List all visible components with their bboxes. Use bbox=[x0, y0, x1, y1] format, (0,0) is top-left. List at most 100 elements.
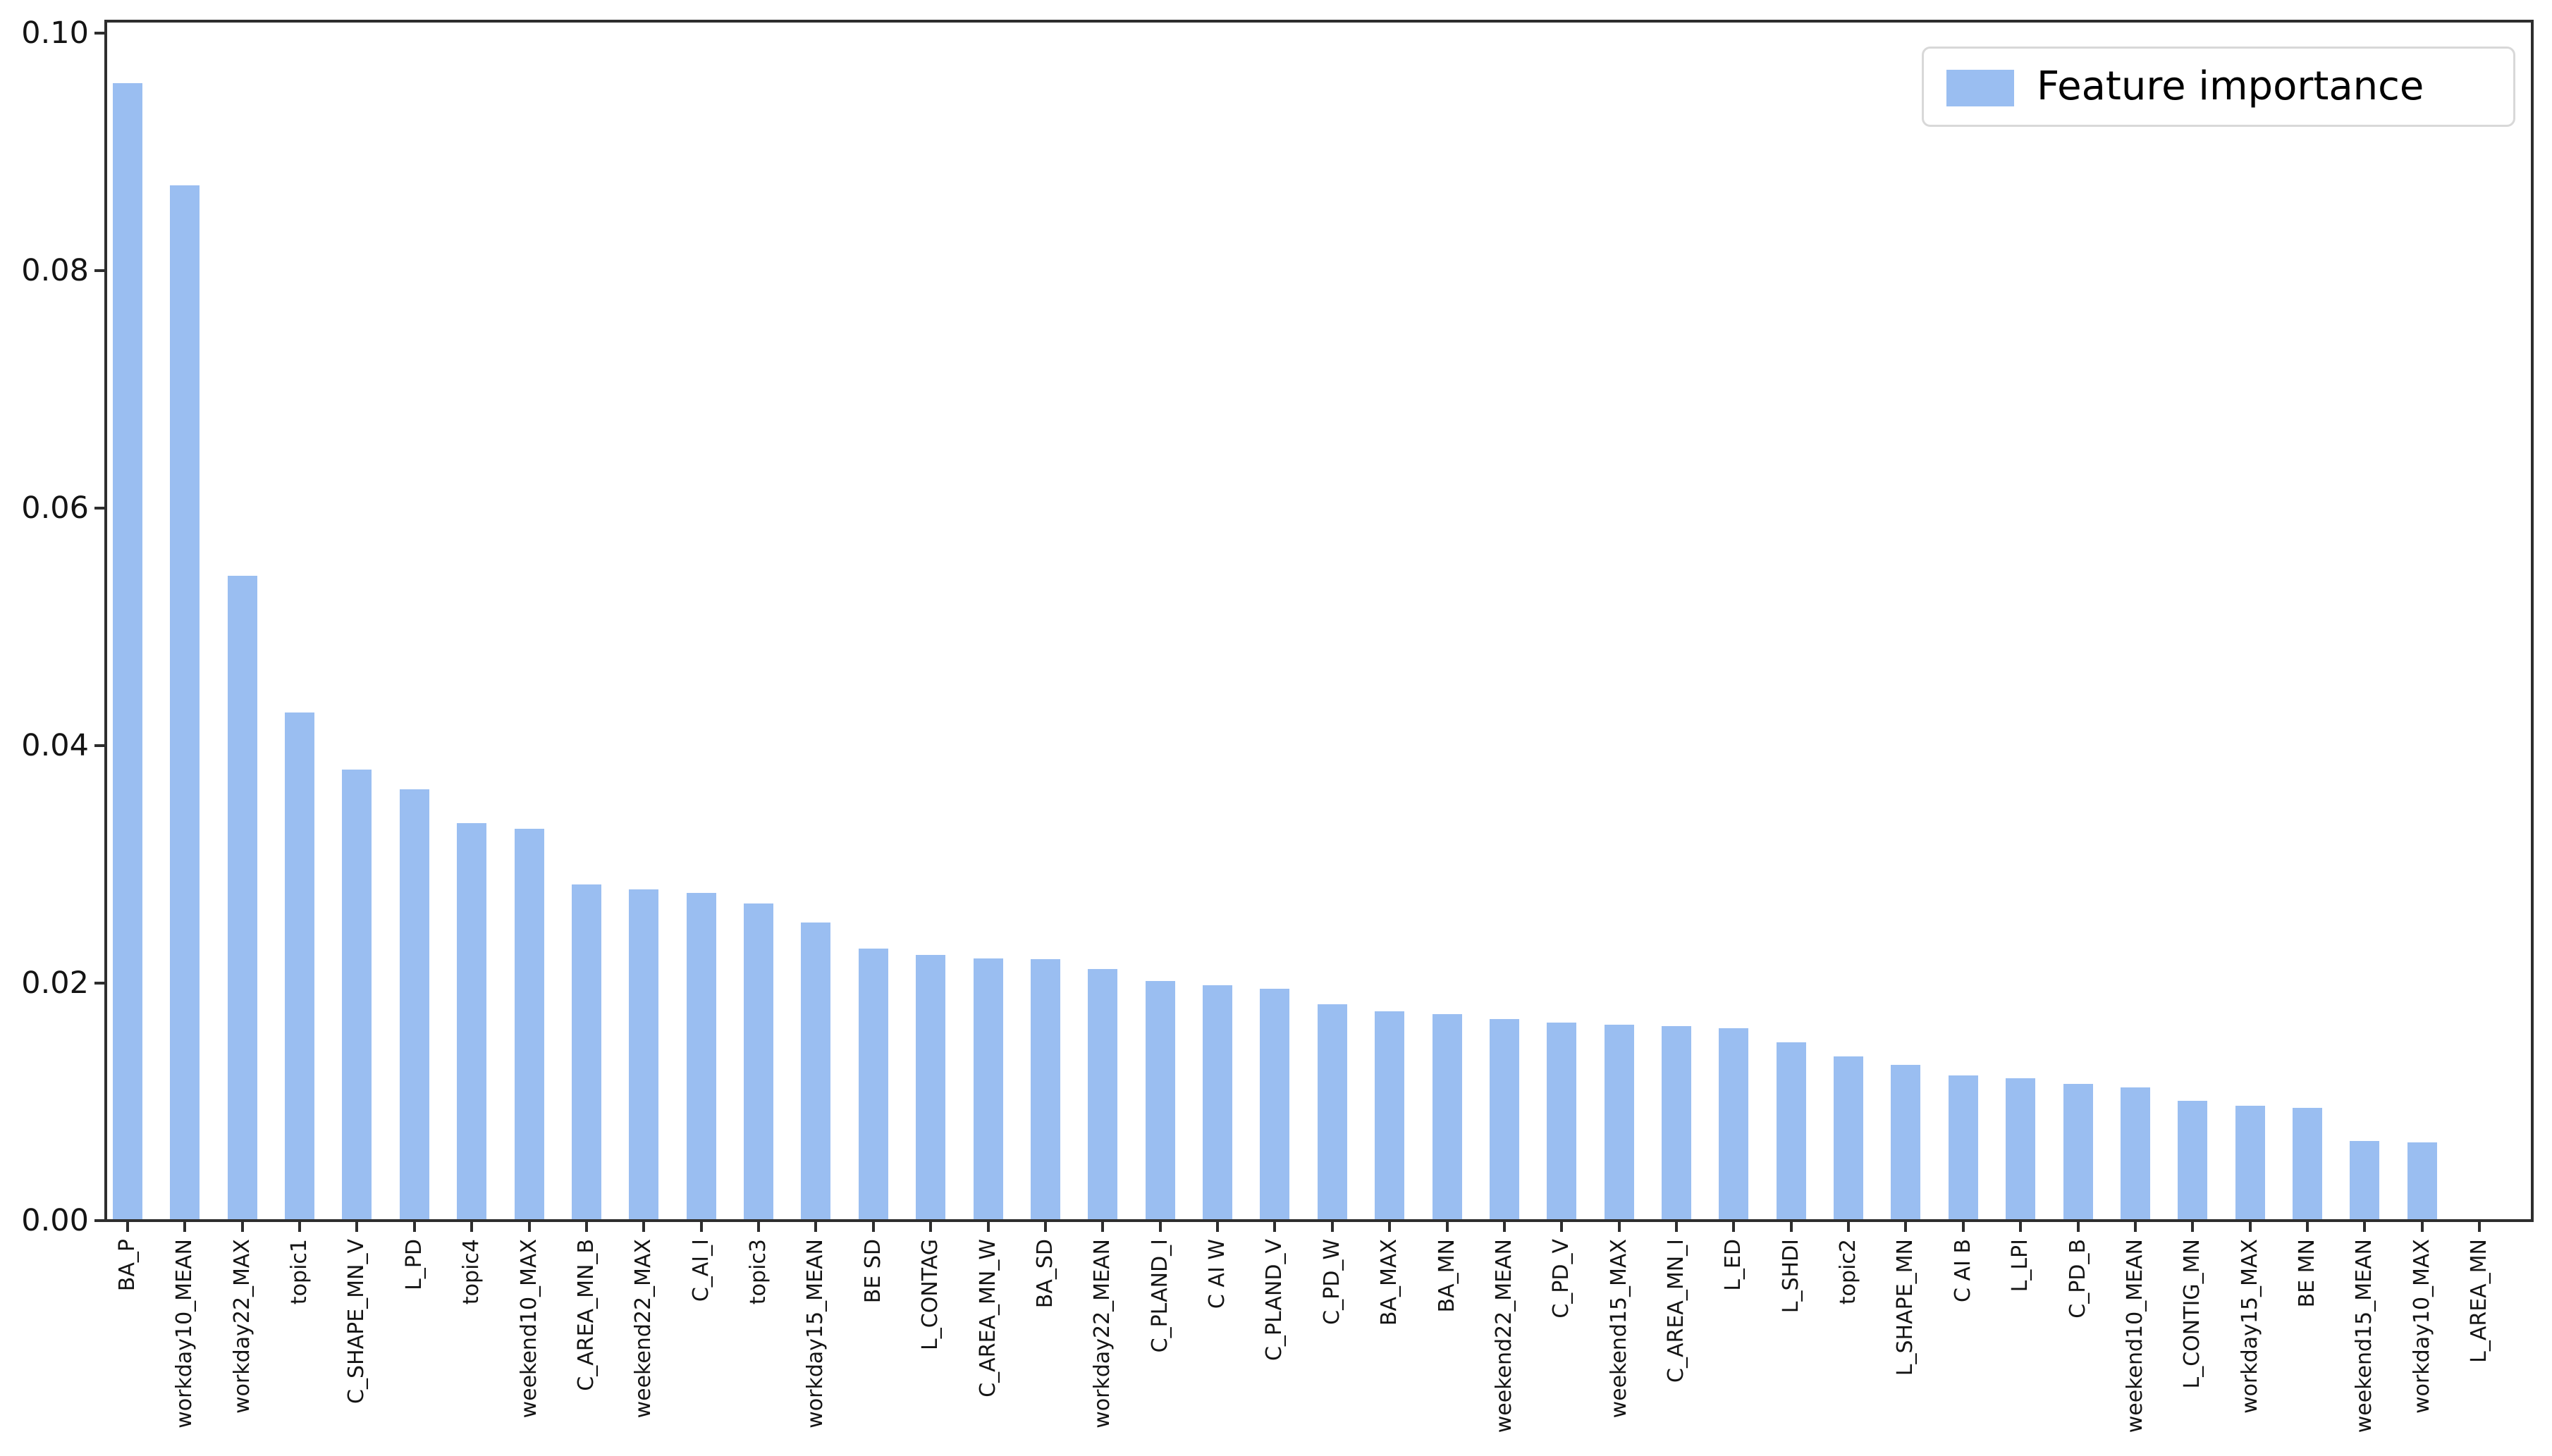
bar-weekend15_MEAN bbox=[2350, 1141, 2379, 1221]
x-tick-mark bbox=[1560, 1222, 1563, 1232]
y-tick-mark bbox=[94, 269, 106, 272]
bar-L_PD bbox=[400, 789, 429, 1221]
x-tick-mark bbox=[2306, 1222, 2309, 1232]
x-tick-mark bbox=[2363, 1222, 2366, 1232]
x-tick-label: BA_SD bbox=[1033, 1239, 1057, 1309]
y-tick-label: 0.06 bbox=[21, 491, 89, 526]
bar-workday15_MEAN bbox=[801, 923, 830, 1221]
x-tick-label: L_ED bbox=[1721, 1239, 1746, 1291]
x-tick-mark bbox=[413, 1222, 416, 1232]
x-tick-mark bbox=[1675, 1222, 1678, 1232]
bar-BA_SD bbox=[1031, 959, 1060, 1221]
x-tick-mark bbox=[1331, 1222, 1334, 1232]
bar-C_PLAND_V bbox=[1260, 989, 1289, 1221]
x-tick-label: BA_MAX bbox=[1377, 1239, 1401, 1326]
x-tick-label: L_LPI bbox=[2008, 1239, 2032, 1292]
x-tick-label: workday22_MEAN bbox=[1090, 1239, 1115, 1429]
x-tick-label: C_PLAND_V bbox=[1262, 1239, 1287, 1362]
x-tick-label: topic3 bbox=[746, 1239, 771, 1305]
x-tick-label: workday15_MEAN bbox=[803, 1239, 828, 1429]
y-tick-mark bbox=[94, 744, 106, 747]
x-tick-mark bbox=[1216, 1222, 1219, 1232]
x-tick-mark bbox=[1273, 1222, 1276, 1232]
x-tick-mark bbox=[585, 1222, 588, 1232]
x-tick-mark bbox=[2077, 1222, 2080, 1232]
x-tick-mark bbox=[1962, 1222, 1965, 1232]
y-tick-label: 0.10 bbox=[21, 16, 89, 51]
x-tick-label: weekend15_MAX bbox=[1607, 1239, 1631, 1419]
x-tick-mark bbox=[1101, 1222, 1104, 1232]
x-tick-mark bbox=[1847, 1222, 1850, 1232]
x-tick-label: C_AREA_MN_B bbox=[574, 1239, 599, 1391]
bar-weekend22_MAX bbox=[629, 889, 658, 1221]
x-tick-mark bbox=[470, 1222, 473, 1232]
x-tick-mark bbox=[1732, 1222, 1735, 1232]
x-tick-mark bbox=[2191, 1222, 2194, 1232]
x-tick-label: topic2 bbox=[1836, 1239, 1860, 1305]
x-tick-mark bbox=[757, 1222, 760, 1232]
bar-topic1 bbox=[285, 712, 314, 1221]
legend: Feature importance bbox=[1922, 47, 2515, 127]
legend-color-swatch bbox=[1946, 70, 2014, 106]
bar-workday10_MEAN bbox=[170, 185, 200, 1221]
x-tick-mark bbox=[1446, 1222, 1449, 1232]
x-tick-mark bbox=[1790, 1222, 1793, 1232]
bar-L_CONTAG bbox=[916, 955, 945, 1221]
y-tick-label: 0.02 bbox=[21, 965, 89, 1001]
bar-C_PLAND_I bbox=[1146, 981, 1175, 1221]
axis-spine-top bbox=[104, 20, 2534, 23]
legend-label: Feature importance bbox=[2037, 63, 2424, 109]
x-tick-mark bbox=[1503, 1222, 1506, 1232]
x-tick-label: C AI W bbox=[1205, 1239, 1229, 1309]
x-tick-label: weekend10_MEAN bbox=[2123, 1239, 2147, 1433]
x-tick-mark bbox=[2019, 1222, 2022, 1232]
plot-area bbox=[106, 21, 2532, 1221]
x-tick-mark bbox=[1044, 1222, 1047, 1232]
x-tick-label: workday15_MAX bbox=[2238, 1239, 2262, 1414]
x-tick-label: C_AREA_MN_I bbox=[1664, 1239, 1688, 1383]
axis-spine-right bbox=[2531, 20, 2534, 1222]
x-tick-mark bbox=[700, 1222, 703, 1232]
bar-workday22_MEAN bbox=[1088, 969, 1117, 1221]
x-tick-label: L_SHAPE_MN bbox=[1893, 1239, 1918, 1376]
x-tick-mark bbox=[298, 1222, 301, 1232]
bar-C AI B bbox=[1949, 1075, 1978, 1221]
x-tick-label: weekend22_MEAN bbox=[1492, 1239, 1516, 1433]
bar-workday15_MAX bbox=[2235, 1106, 2265, 1221]
x-tick-label: C_AI_I bbox=[689, 1239, 713, 1302]
x-tick-label: weekend10_MAX bbox=[517, 1239, 541, 1419]
y-tick-mark bbox=[94, 507, 106, 510]
x-tick-label: C_PLAND_I bbox=[1148, 1239, 1172, 1353]
y-tick-label: 0.08 bbox=[21, 253, 89, 288]
x-tick-mark bbox=[528, 1222, 531, 1232]
bar-topic3 bbox=[744, 903, 773, 1221]
x-tick-mark bbox=[929, 1222, 932, 1232]
x-tick-label: L_PD bbox=[402, 1239, 427, 1290]
bar-workday22_MAX bbox=[228, 576, 257, 1221]
x-tick-label: weekend15_MEAN bbox=[2352, 1239, 2376, 1433]
x-tick-label: workday10_MAX bbox=[2410, 1239, 2434, 1414]
bar-workday10_MAX bbox=[2407, 1142, 2437, 1221]
x-tick-label: C AI B bbox=[1951, 1239, 1975, 1302]
x-tick-label: L_SHDI bbox=[1779, 1239, 1803, 1314]
bar-BA_P bbox=[113, 83, 142, 1221]
y-tick-mark bbox=[94, 982, 106, 985]
x-tick-mark bbox=[355, 1222, 358, 1232]
x-tick-label: topic1 bbox=[287, 1239, 312, 1305]
x-tick-label: workday10_MEAN bbox=[172, 1239, 197, 1429]
bar-C_PD_B bbox=[2063, 1084, 2093, 1221]
x-tick-label: C_PD_W bbox=[1320, 1239, 1344, 1325]
x-tick-label: L_AREA_MN bbox=[2467, 1239, 2491, 1363]
x-tick-mark bbox=[2134, 1222, 2137, 1232]
x-tick-label: BE SD bbox=[861, 1239, 885, 1304]
bar-weekend10_MAX bbox=[515, 829, 544, 1221]
bar-topic2 bbox=[1834, 1056, 1863, 1221]
y-tick-label: 0.04 bbox=[21, 728, 89, 763]
x-tick-mark bbox=[183, 1222, 186, 1232]
bar-weekend22_MEAN bbox=[1490, 1019, 1519, 1221]
x-tick-label: L_CONTIG_MN bbox=[2180, 1239, 2204, 1389]
bar-C AI W bbox=[1203, 985, 1232, 1221]
x-tick-label: topic4 bbox=[459, 1239, 484, 1305]
bar-L_LPI bbox=[2006, 1078, 2035, 1221]
